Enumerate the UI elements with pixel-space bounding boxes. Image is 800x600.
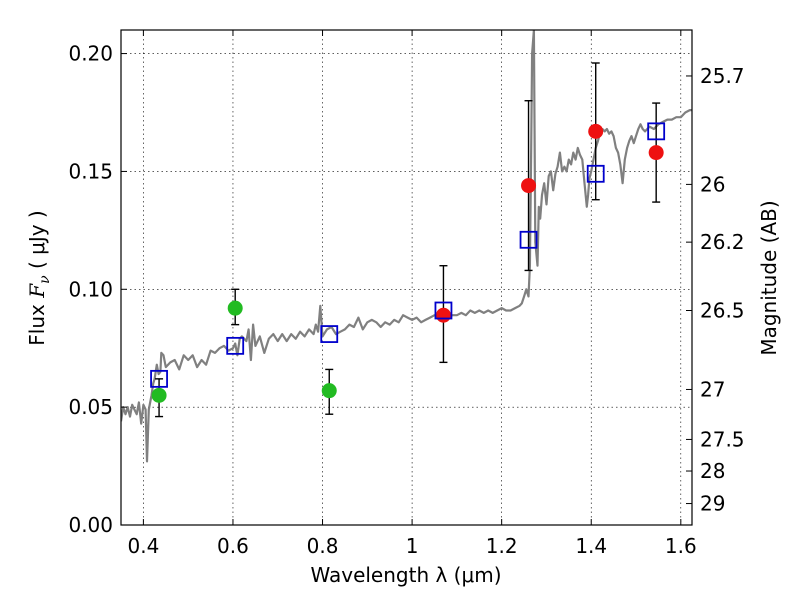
y2-tick-label: 27 — [700, 377, 725, 401]
model-point — [519, 230, 538, 249]
model-point — [320, 325, 339, 343]
y2-tick-labels: 25.7 26 26.2 26.5 27 27.5 28 29 — [700, 64, 745, 516]
y2-tick-label: 27.5 — [700, 427, 745, 451]
y2-tick-label: 26.2 — [700, 230, 745, 254]
y-axis-label-symbol: F — [25, 283, 49, 299]
x-tick-label: 0.4 — [127, 534, 159, 558]
x-tick-label: 0.8 — [307, 534, 339, 558]
grid — [121, 30, 692, 526]
y2-tick-label: 26 — [700, 172, 725, 196]
y2-tick-label: 25.7 — [700, 64, 745, 88]
y-axis-label-subscript: ν — [37, 275, 53, 284]
y2-axis-label: Magnitude (AB) — [757, 200, 781, 355]
y-axis-label-pre: Flux — [25, 298, 49, 346]
x-tick-label: 0.6 — [217, 534, 249, 558]
model-point — [647, 122, 666, 141]
x-tick-labels: 0.4 0.6 0.8 1 1.2 1.4 1.6 — [127, 534, 696, 558]
x-tick-label: 1 — [406, 534, 419, 558]
model-point — [226, 336, 245, 355]
observed-point — [435, 307, 451, 323]
observed-points — [151, 123, 664, 403]
y-tick-labels: 0.00 0.05 0.10 0.15 0.20 — [68, 42, 113, 537]
model-point — [586, 164, 605, 183]
observed-point — [321, 383, 337, 399]
y-tick-label: 0.20 — [68, 42, 113, 66]
y2-tick-label: 28 — [700, 459, 725, 483]
x-tick-label: 1.4 — [575, 534, 607, 558]
observed-point — [521, 178, 537, 194]
model-point — [434, 301, 453, 320]
model-points — [150, 122, 666, 388]
observed-point — [588, 123, 604, 139]
y-tick-label: 0.00 — [68, 513, 113, 537]
observed-point — [151, 387, 167, 403]
plot-area — [121, 30, 692, 525]
y2-tick-label: 29 — [700, 492, 725, 516]
y-axis-label: Flux Fν ( μJy ) — [25, 210, 53, 345]
y-axis-label-post: ( μJy ) — [25, 210, 49, 275]
plot-frame — [120, 29, 693, 526]
y-tick-label: 0.15 — [68, 159, 113, 183]
x-tick-label: 1.2 — [486, 534, 518, 558]
x-axis-label: Wavelength λ (μm) — [310, 563, 501, 587]
axis-ticks — [121, 30, 692, 526]
observed-point — [648, 145, 664, 161]
x-tick-label: 1.6 — [665, 534, 697, 558]
observed-point — [227, 300, 243, 316]
y2-tick-label: 26.5 — [700, 299, 745, 323]
y-tick-label: 0.05 — [68, 395, 113, 419]
y-tick-label: 0.10 — [68, 277, 113, 301]
model-point — [150, 369, 168, 388]
